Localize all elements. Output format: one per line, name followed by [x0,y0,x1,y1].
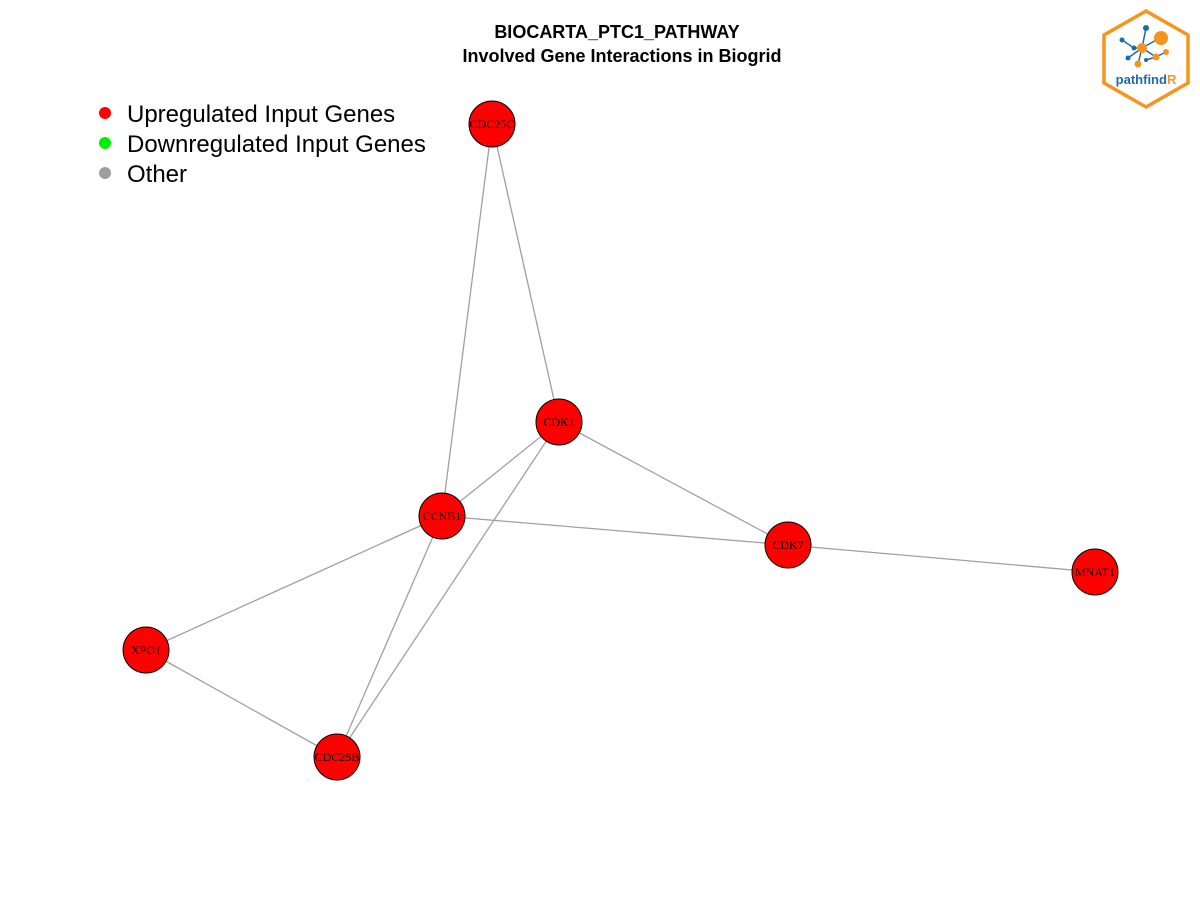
node-label-cdc25b: CDC25B [315,750,360,764]
node-xpo1: XPO1 [122,626,170,674]
legend-item-other: Other [99,161,187,188]
edge-cdk7-mnat1 [787,544,1096,573]
node-label-mnat1: MNAT1 [1075,565,1115,579]
node-mnat1: MNAT1 [1071,548,1119,596]
node-label-cdk1: CDK1 [543,415,574,429]
legend-label-downregulated: Downregulated Input Genes [127,131,426,158]
legend-swatch-downregulated [99,137,111,149]
node-ccnb1: CCNB1 [418,492,466,540]
node-cdc25b: CDC25B [313,733,361,781]
edge-cdk1-cdk7 [558,421,789,546]
node-cdk7: CDK7 [764,521,812,569]
node-circle-ccnb1 [418,492,466,540]
legend-swatch-upregulated [99,107,111,119]
legend-label-other: Other [127,161,187,188]
node-cdc25c: CDC25C [468,100,516,148]
node-circle-cdc25b [313,733,361,781]
node-circle-xpo1 [122,626,170,674]
edge-cdc25c-ccnb1 [441,123,493,517]
edge-cdk1-cdc25b [336,421,560,758]
edge-cdk1-ccnb1 [441,421,560,517]
legend-item-downregulated: Downregulated Input Genes [99,131,426,158]
logo-network-icon [1119,25,1169,68]
edge-ccnb1-xpo1 [145,515,443,651]
legend-label-upregulated: Upregulated Input Genes [127,101,395,128]
edges [145,123,1096,758]
node-circle-cdk7 [764,521,812,569]
node-cdk1: CDK1 [535,398,583,446]
node-label-cdk7: CDK7 [772,538,803,552]
node-label-xpo1: XPO1 [131,643,161,657]
edge-cdc25c-cdk1 [491,123,560,423]
legend-item-upregulated: Upregulated Input Genes [99,101,395,128]
legend-swatch-other [99,167,111,179]
node-circle-cdk1 [535,398,583,446]
edge-ccnb1-cdc25b [336,515,443,758]
chart-title: BIOCARTA_PTC1_PATHWAY [494,22,739,42]
pathfindr-logo: pathfindR [1102,8,1190,110]
edge-xpo1-cdc25b [145,649,338,758]
node-circle-cdc25c [468,100,516,148]
node-label-ccnb1: CCNB1 [423,509,462,523]
node-circle-mnat1 [1071,548,1119,596]
nodes: CDC25C CDK1 CCNB1 CDK7 MNAT1 XPO1 CDC25B [122,100,1119,781]
logo-wordmark: pathfindR [1116,72,1177,87]
legend: Upregulated Input Genes Downregulated In… [99,101,426,188]
node-label-cdc25c: CDC25C [470,117,515,131]
chart-subtitle: Involved Gene Interactions in Biogrid [462,46,781,66]
edge-ccnb1-cdk7 [441,515,789,546]
